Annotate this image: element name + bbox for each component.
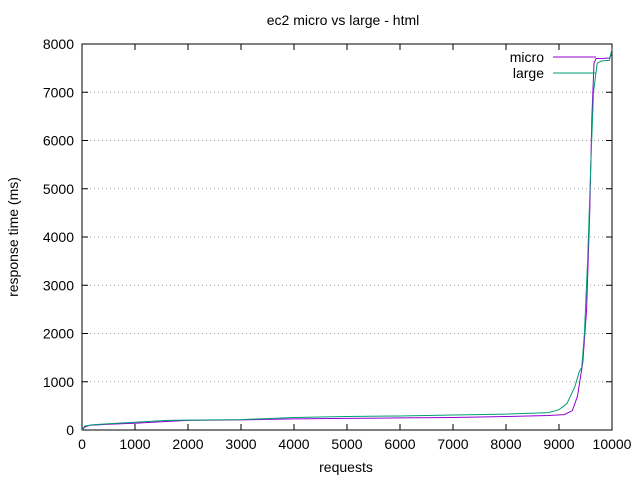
series-lines: [81, 48, 613, 431]
x-tick-label: 10000: [593, 436, 632, 452]
grid: [82, 91, 612, 383]
legend-label-large: large: [513, 65, 544, 81]
series-line-large: [81, 48, 613, 431]
y-tick-label: 4000: [43, 229, 74, 245]
y-tick-label: 3000: [43, 277, 74, 293]
y-tick-label: 1000: [43, 374, 74, 390]
x-tick-label: 6000: [384, 436, 415, 452]
y-tick-label: 0: [66, 422, 74, 438]
x-tick-label: 4000: [278, 436, 309, 452]
y-tick-label: 7000: [43, 84, 74, 100]
y-tick-label: 8000: [43, 36, 74, 52]
x-tick-label: 1000: [119, 436, 150, 452]
y-axis-label: response time (ms): [5, 177, 21, 297]
axis-ticks: 0 1000 2000 3000 4000 5000 6000 7000 8000 0 1000 20…: [43, 36, 632, 452]
x-axis-label: requests: [319, 459, 373, 475]
x-tick-label: 0: [78, 436, 86, 452]
series-line-micro: [81, 53, 613, 431]
x-tick-label: 5000: [331, 436, 362, 452]
y-tick-label: 2000: [43, 326, 74, 342]
y-tick-label: 5000: [43, 181, 74, 197]
x-tick-label: 8000: [490, 436, 521, 452]
chart-title: ec2 micro vs large - html: [267, 12, 419, 28]
x-tick-label: 9000: [543, 436, 574, 452]
x-tick-label: 2000: [172, 436, 203, 452]
x-tick-label: 3000: [225, 436, 256, 452]
legend-label-micro: micro: [510, 49, 544, 65]
x-tick-label: 7000: [437, 436, 468, 452]
y-tick-label: 6000: [43, 133, 74, 149]
